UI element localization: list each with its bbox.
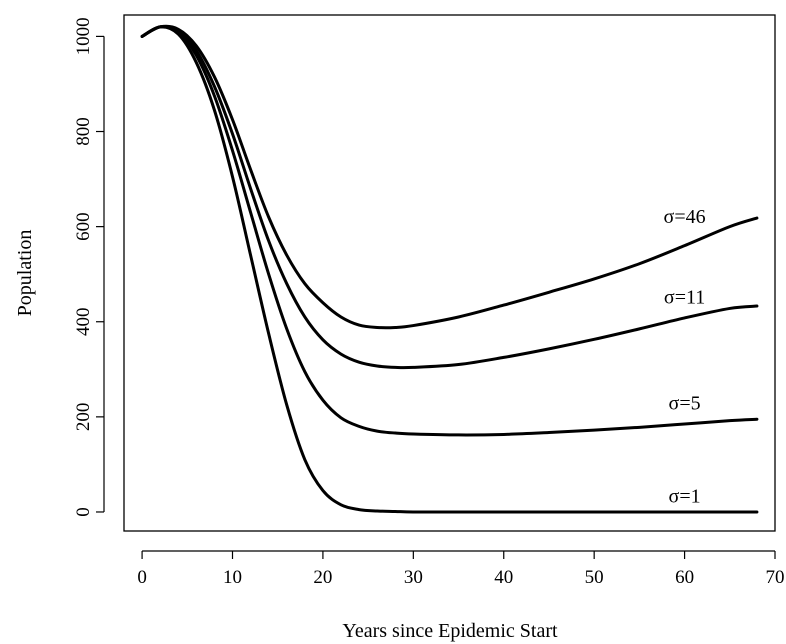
x-tick-label: 50: [585, 567, 604, 588]
x-tick-label: 70: [766, 567, 785, 588]
x-tick-label: 30: [404, 567, 423, 588]
y-tick-label: 200: [73, 403, 94, 432]
x-tick-label: 20: [313, 567, 332, 588]
y-tick-label: 600: [73, 212, 94, 241]
series-lines: [140, 24, 759, 514]
series-line-0: [140, 24, 759, 330]
series-label-3: σ=1: [669, 485, 701, 507]
x-axis-title: Years since Epidemic Start: [342, 620, 558, 642]
x-tick-label: 40: [494, 567, 513, 588]
series-label-2: σ=5: [669, 393, 701, 415]
y-tick-label: 1000: [73, 17, 94, 55]
series-labels: σ=46 σ=11 σ=5 σ=1: [664, 206, 706, 508]
x-tick-label: 60: [675, 567, 694, 588]
y-axis-title: Population: [14, 230, 36, 317]
series-label-1: σ=11: [664, 287, 705, 309]
y-tick-label: 800: [73, 117, 94, 146]
plot-frame: [123, 14, 776, 532]
series-line-2: [140, 25, 759, 437]
series-line-1: [140, 25, 759, 370]
x-tick-label: 10: [223, 567, 242, 588]
series-label-0: σ=46: [664, 206, 706, 228]
axes: 0 10 20 30 40 50 60 70 0 200 400 600 800 1000: [73, 17, 785, 588]
series-line-3: [140, 25, 759, 514]
y-tick-label: 400: [73, 307, 94, 336]
x-tick-label: 0: [137, 567, 147, 588]
y-tick-label: 0: [73, 507, 94, 516]
